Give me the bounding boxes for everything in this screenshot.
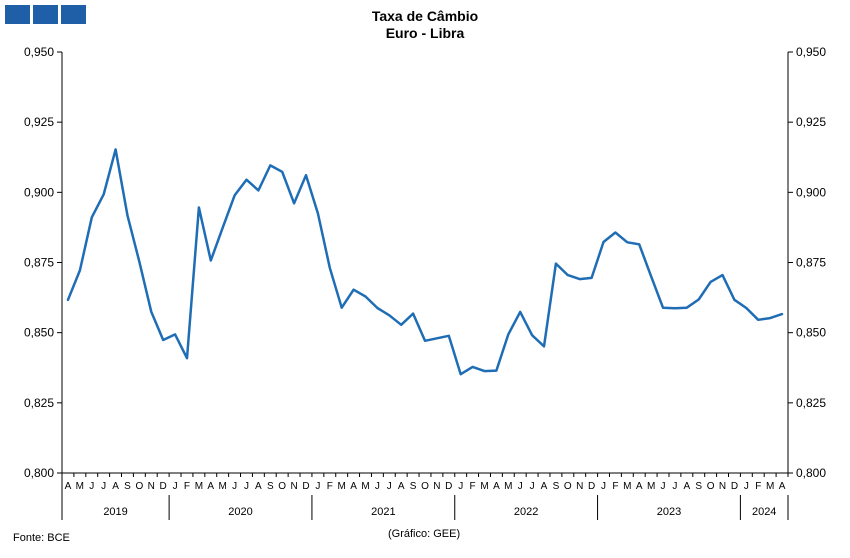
month-label: D (160, 481, 167, 492)
month-label: J (601, 481, 606, 492)
month-label: J (458, 481, 463, 492)
month-label: N (148, 481, 155, 492)
month-label: M (219, 481, 227, 492)
y-tick-label-right: 0,800 (796, 466, 826, 480)
month-label: O (707, 481, 715, 492)
month-label: D (445, 481, 452, 492)
month-label: J (530, 481, 535, 492)
month-label: J (89, 481, 94, 492)
month-label: J (315, 481, 320, 492)
month-label: F (470, 481, 476, 492)
month-label: F (612, 481, 618, 492)
y-tick-label-right: 0,850 (796, 326, 826, 340)
month-label: A (493, 481, 500, 492)
month-label: M (76, 481, 84, 492)
month-label: O (564, 481, 572, 492)
y-tick-label-right: 0,925 (796, 115, 826, 129)
y-tick-label-left: 0,850 (24, 326, 54, 340)
month-label: S (553, 481, 560, 492)
month-label: F (184, 481, 190, 492)
month-label: A (255, 481, 262, 492)
y-tick-label-left: 0,800 (24, 466, 54, 480)
month-label: M (195, 481, 203, 492)
logo-block (33, 5, 58, 24)
series-line (66, 148, 784, 376)
year-label: 2021 (371, 506, 395, 518)
month-label: A (684, 481, 691, 492)
month-label: S (267, 481, 274, 492)
source-note: Fonte: BCE (13, 532, 70, 544)
month-label: J (672, 481, 677, 492)
chart-credit: (Gráfico: GEE) (388, 528, 461, 540)
month-label: O (278, 481, 286, 492)
month-label: S (410, 481, 417, 492)
month-label: M (480, 481, 488, 492)
month-label: M (766, 481, 774, 492)
month-label: M (338, 481, 346, 492)
month-label: N (719, 481, 726, 492)
month-label: A (541, 481, 548, 492)
month-label: J (232, 481, 237, 492)
month-label: N (433, 481, 440, 492)
month-label: J (744, 481, 749, 492)
logo-block (61, 5, 86, 24)
month-label: M (647, 481, 655, 492)
month-label: D (731, 481, 738, 492)
month-label: J (661, 481, 666, 492)
month-label: J (518, 481, 523, 492)
y-tick-label-right: 0,950 (796, 45, 826, 59)
y-tick-label-left: 0,875 (24, 256, 54, 270)
month-label: J (375, 481, 380, 492)
month-label: D (302, 481, 309, 492)
month-label: O (421, 481, 429, 492)
month-label: M (361, 481, 369, 492)
month-label: M (623, 481, 631, 492)
month-label: A (398, 481, 405, 492)
month-label: O (135, 481, 143, 492)
month-label: N (290, 481, 297, 492)
y-tick-label-right: 0,900 (796, 185, 826, 199)
month-label: J (101, 481, 106, 492)
y-tick-label-right: 0,875 (796, 256, 826, 270)
chart-title: Taxa de Câmbio (371, 8, 479, 24)
year-label: 2024 (752, 506, 776, 518)
y-tick-label-left: 0,925 (24, 115, 54, 129)
year-label: 2022 (514, 506, 538, 518)
month-label: S (124, 481, 131, 492)
logo-block (5, 5, 30, 24)
y-tick-label-right: 0,825 (796, 396, 826, 410)
y-tick-label-left: 0,825 (24, 396, 54, 410)
month-label: A (350, 481, 357, 492)
year-label: 2023 (657, 506, 681, 518)
month-label: A (779, 481, 786, 492)
year-label: 2020 (228, 506, 252, 518)
month-label: F (755, 481, 761, 492)
month-label: F (327, 481, 333, 492)
month-label: S (695, 481, 702, 492)
month-label: D (588, 481, 595, 492)
year-label: 2019 (103, 506, 127, 518)
month-label: A (207, 481, 214, 492)
chart-title-block: Taxa de Câmbio Euro - Libra (0, 8, 850, 42)
y-tick-label-left: 0,950 (24, 45, 54, 59)
y-tick-label-left: 0,900 (24, 185, 54, 199)
chart-subtitle: Euro - Libra (385, 25, 465, 41)
month-label: N (576, 481, 583, 492)
month-label: J (173, 481, 178, 492)
month-label: A (112, 481, 119, 492)
month-label: A (636, 481, 643, 492)
month-label: J (387, 481, 392, 492)
month-label: J (244, 481, 249, 492)
month-label: M (504, 481, 512, 492)
logo (5, 5, 86, 24)
month-label: A (65, 481, 72, 492)
